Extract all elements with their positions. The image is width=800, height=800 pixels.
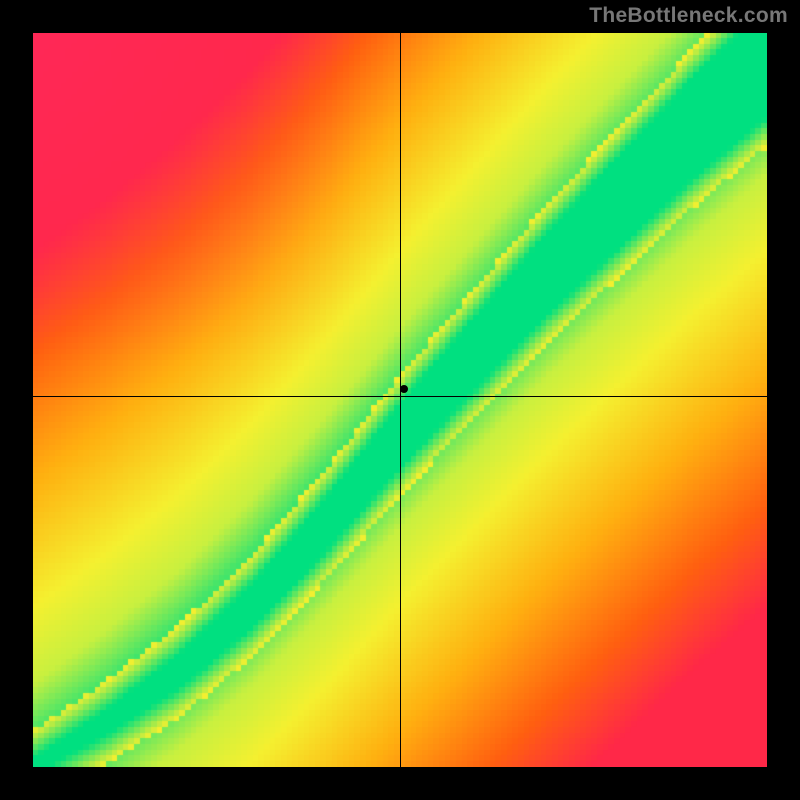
site-watermark: TheBottleneck.com bbox=[589, 4, 788, 28]
crosshair-vertical bbox=[400, 33, 401, 767]
plot-area bbox=[33, 33, 767, 767]
chart-container: TheBottleneck.com bbox=[0, 0, 800, 800]
data-point-marker bbox=[400, 385, 408, 393]
